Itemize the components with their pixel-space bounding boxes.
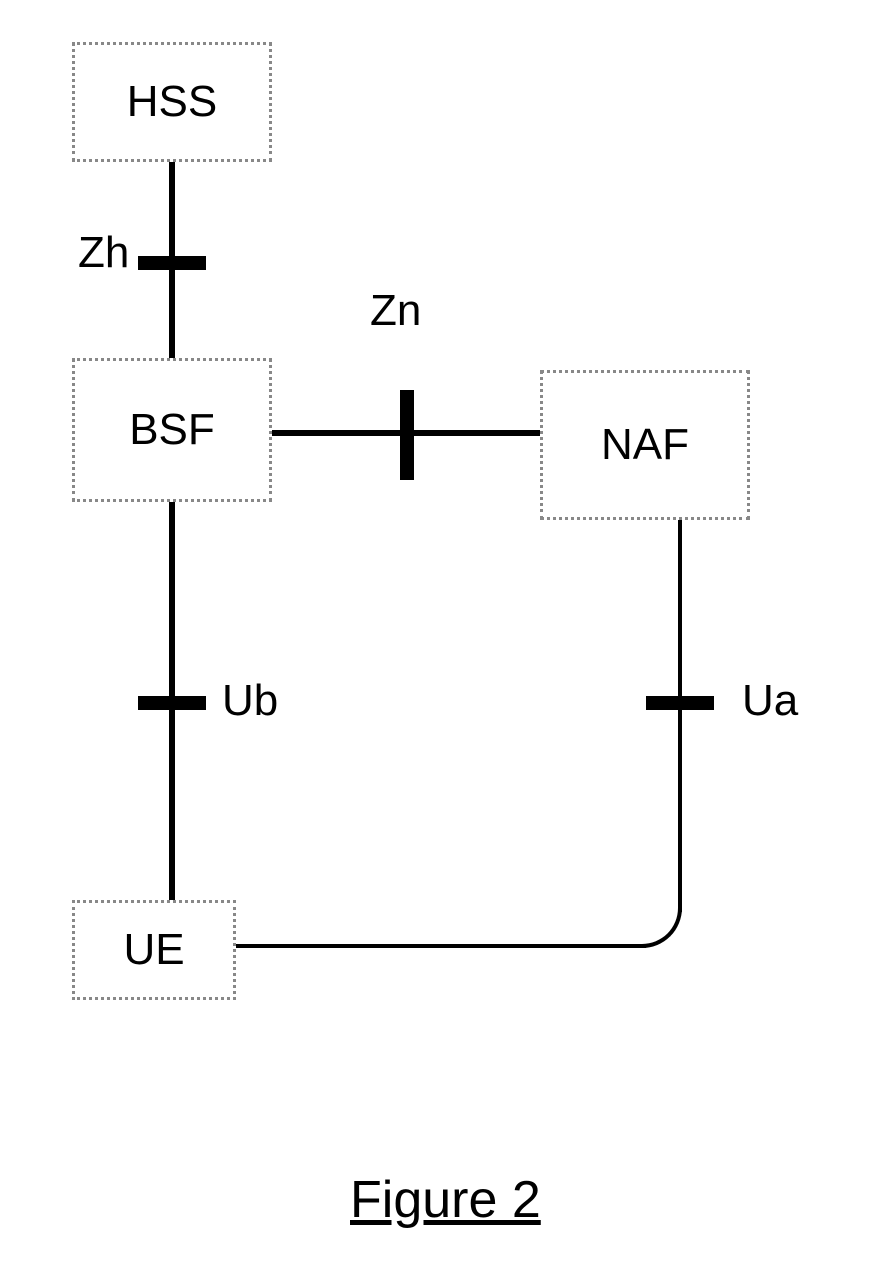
network-diagram: HSS Zh BSF Zn NAF Ub UE Ua Figure 2 — [0, 0, 889, 1286]
zn-label: Zn — [370, 286, 421, 336]
zh-tick — [138, 256, 206, 270]
hss-label: HSS — [127, 77, 217, 127]
ua-connection-vertical — [678, 520, 682, 912]
ua-connection-horizontal — [236, 944, 646, 948]
ub-label: Ub — [222, 676, 278, 726]
ue-node: UE — [72, 900, 236, 1000]
naf-label: NAF — [601, 420, 689, 470]
zn-tick — [400, 390, 414, 480]
ua-tick — [646, 696, 714, 710]
ua-corner — [642, 908, 682, 948]
bsf-node: BSF — [72, 358, 272, 502]
ua-label: Ua — [742, 676, 798, 726]
ub-tick — [138, 696, 206, 710]
zh-label: Zh — [78, 228, 129, 278]
hss-node: HSS — [72, 42, 272, 162]
ue-label: UE — [123, 925, 184, 975]
bsf-label: BSF — [129, 405, 215, 455]
figure-caption: Figure 2 — [350, 1170, 541, 1230]
naf-node: NAF — [540, 370, 750, 520]
